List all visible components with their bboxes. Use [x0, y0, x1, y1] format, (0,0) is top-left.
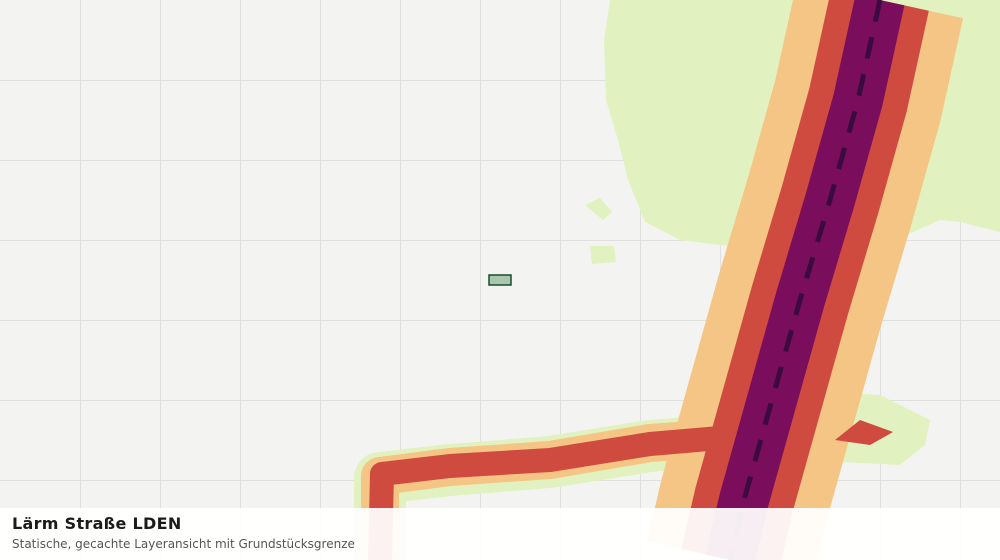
parcel-boundary — [488, 274, 512, 286]
zone-green-patch — [585, 198, 612, 220]
layer-subtitle: Statische, gecachte Layeransicht mit Gru… — [12, 537, 355, 551]
road-centerline — [727, 0, 883, 560]
zone-red-patch — [835, 420, 893, 445]
layer-title: Lärm Straße LDEN — [12, 514, 182, 533]
info-panel: Lärm Straße LDEN Statische, gecachte Lay… — [0, 508, 1000, 560]
zone-branch-red — [368, 426, 722, 560]
zone-green-patch — [590, 246, 616, 264]
noise-zones — [354, 0, 1000, 560]
